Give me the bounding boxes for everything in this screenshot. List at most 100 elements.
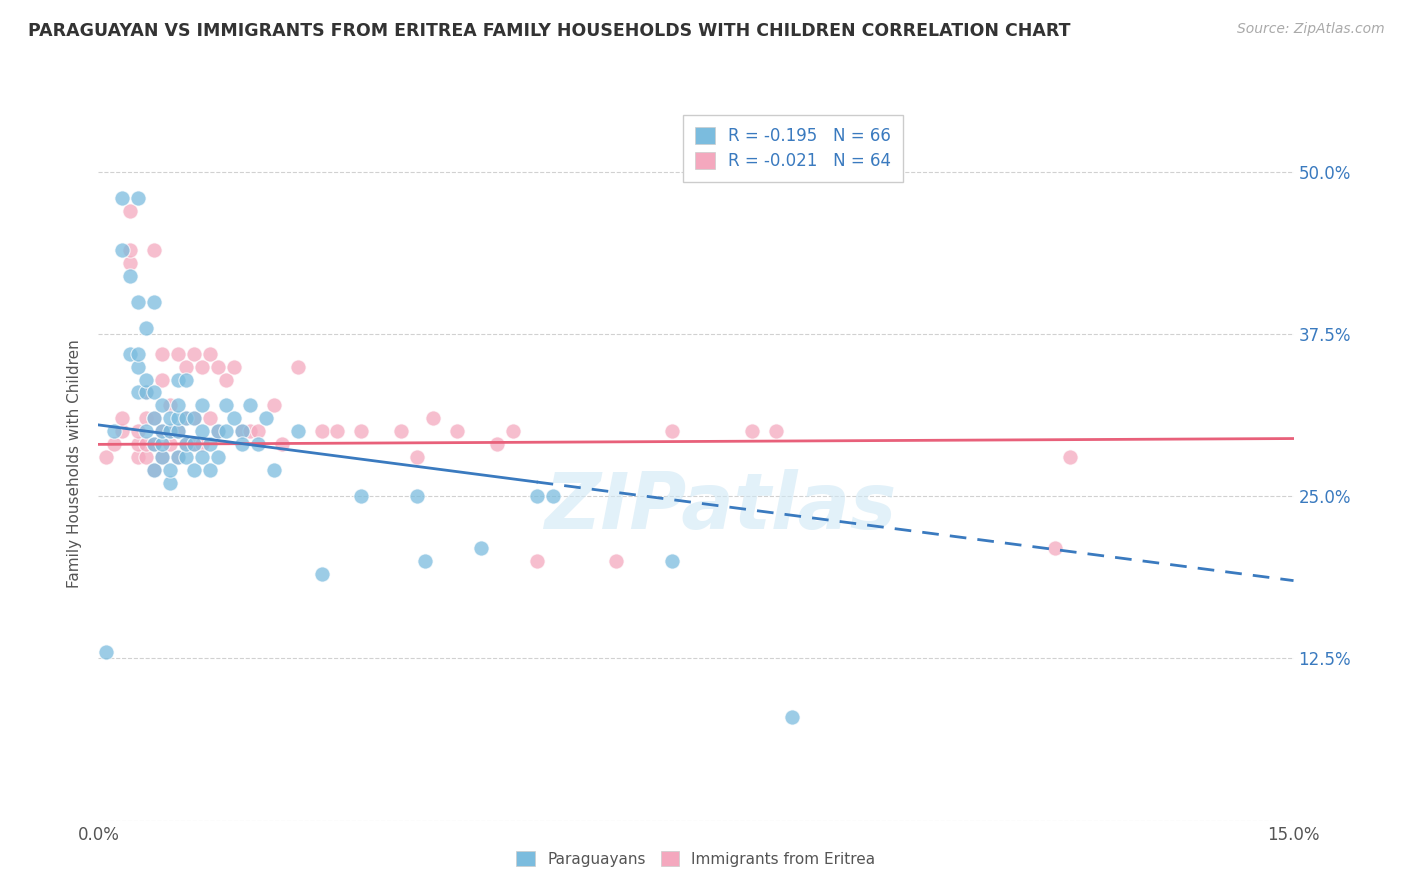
Point xyxy=(127,425,149,439)
Point xyxy=(159,399,181,413)
Point xyxy=(143,243,166,257)
Point xyxy=(127,191,149,205)
Point xyxy=(143,294,166,309)
Point xyxy=(143,463,166,477)
Point xyxy=(174,437,197,451)
Point xyxy=(127,346,149,360)
Point xyxy=(167,425,190,439)
Point xyxy=(150,425,173,439)
Point xyxy=(159,463,181,477)
Point xyxy=(526,554,548,568)
Text: Source: ZipAtlas.com: Source: ZipAtlas.com xyxy=(1237,22,1385,37)
Point xyxy=(526,489,548,503)
Point xyxy=(222,411,245,425)
Point xyxy=(167,425,190,439)
Point xyxy=(167,411,190,425)
Point xyxy=(174,437,197,451)
Point xyxy=(174,359,197,374)
Point xyxy=(183,463,205,477)
Point xyxy=(406,489,429,503)
Point xyxy=(350,425,373,439)
Point xyxy=(143,437,166,451)
Point xyxy=(287,359,309,374)
Point xyxy=(605,554,627,568)
Point xyxy=(198,411,221,425)
Point xyxy=(96,645,118,659)
Point xyxy=(150,437,173,451)
Point xyxy=(191,450,214,465)
Point xyxy=(254,411,277,425)
Point xyxy=(135,411,157,425)
Point xyxy=(143,385,166,400)
Point xyxy=(207,359,229,374)
Point xyxy=(120,203,142,218)
Point xyxy=(191,359,214,374)
Point xyxy=(167,372,190,386)
Point xyxy=(191,437,214,451)
Point xyxy=(174,411,197,425)
Point xyxy=(135,320,157,334)
Point xyxy=(143,437,166,451)
Point xyxy=(150,450,173,465)
Point xyxy=(183,411,205,425)
Point xyxy=(135,372,157,386)
Point xyxy=(198,437,221,451)
Point xyxy=(231,425,253,439)
Point xyxy=(183,346,205,360)
Point xyxy=(120,243,142,257)
Point xyxy=(120,256,142,270)
Point xyxy=(207,425,229,439)
Point xyxy=(150,346,173,360)
Point xyxy=(120,346,142,360)
Point xyxy=(780,710,803,724)
Point xyxy=(1059,450,1081,465)
Point xyxy=(183,411,205,425)
Point xyxy=(207,425,229,439)
Point xyxy=(287,425,309,439)
Point xyxy=(111,243,134,257)
Point xyxy=(191,399,214,413)
Point xyxy=(263,399,285,413)
Point xyxy=(470,541,492,556)
Point xyxy=(120,268,142,283)
Point xyxy=(311,425,333,439)
Point xyxy=(231,437,253,451)
Point xyxy=(326,425,349,439)
Point xyxy=(661,554,683,568)
Point xyxy=(167,450,190,465)
Point xyxy=(150,399,173,413)
Y-axis label: Family Households with Children: Family Households with Children xyxy=(67,340,83,588)
Point xyxy=(215,372,238,386)
Point xyxy=(263,463,285,477)
Point xyxy=(231,425,253,439)
Point xyxy=(111,191,134,205)
Point xyxy=(246,425,269,439)
Point xyxy=(143,411,166,425)
Point xyxy=(127,385,149,400)
Point xyxy=(207,450,229,465)
Point xyxy=(191,425,214,439)
Point xyxy=(135,425,157,439)
Point xyxy=(311,567,333,582)
Point xyxy=(174,411,197,425)
Point xyxy=(270,437,292,451)
Point xyxy=(765,425,787,439)
Point xyxy=(422,411,444,425)
Point xyxy=(135,385,157,400)
Point xyxy=(389,425,412,439)
Point xyxy=(485,437,508,451)
Point xyxy=(127,294,149,309)
Point xyxy=(446,425,468,439)
Text: ZIPatlas: ZIPatlas xyxy=(544,468,896,545)
Point xyxy=(174,450,197,465)
Point xyxy=(159,425,181,439)
Point xyxy=(167,399,190,413)
Point xyxy=(1043,541,1066,556)
Point xyxy=(150,425,173,439)
Point xyxy=(96,450,118,465)
Point xyxy=(150,372,173,386)
Point xyxy=(127,359,149,374)
Text: PARAGUAYAN VS IMMIGRANTS FROM ERITREA FAMILY HOUSEHOLDS WITH CHILDREN CORRELATIO: PARAGUAYAN VS IMMIGRANTS FROM ERITREA FA… xyxy=(28,22,1070,40)
Point xyxy=(159,411,181,425)
Point xyxy=(135,437,157,451)
